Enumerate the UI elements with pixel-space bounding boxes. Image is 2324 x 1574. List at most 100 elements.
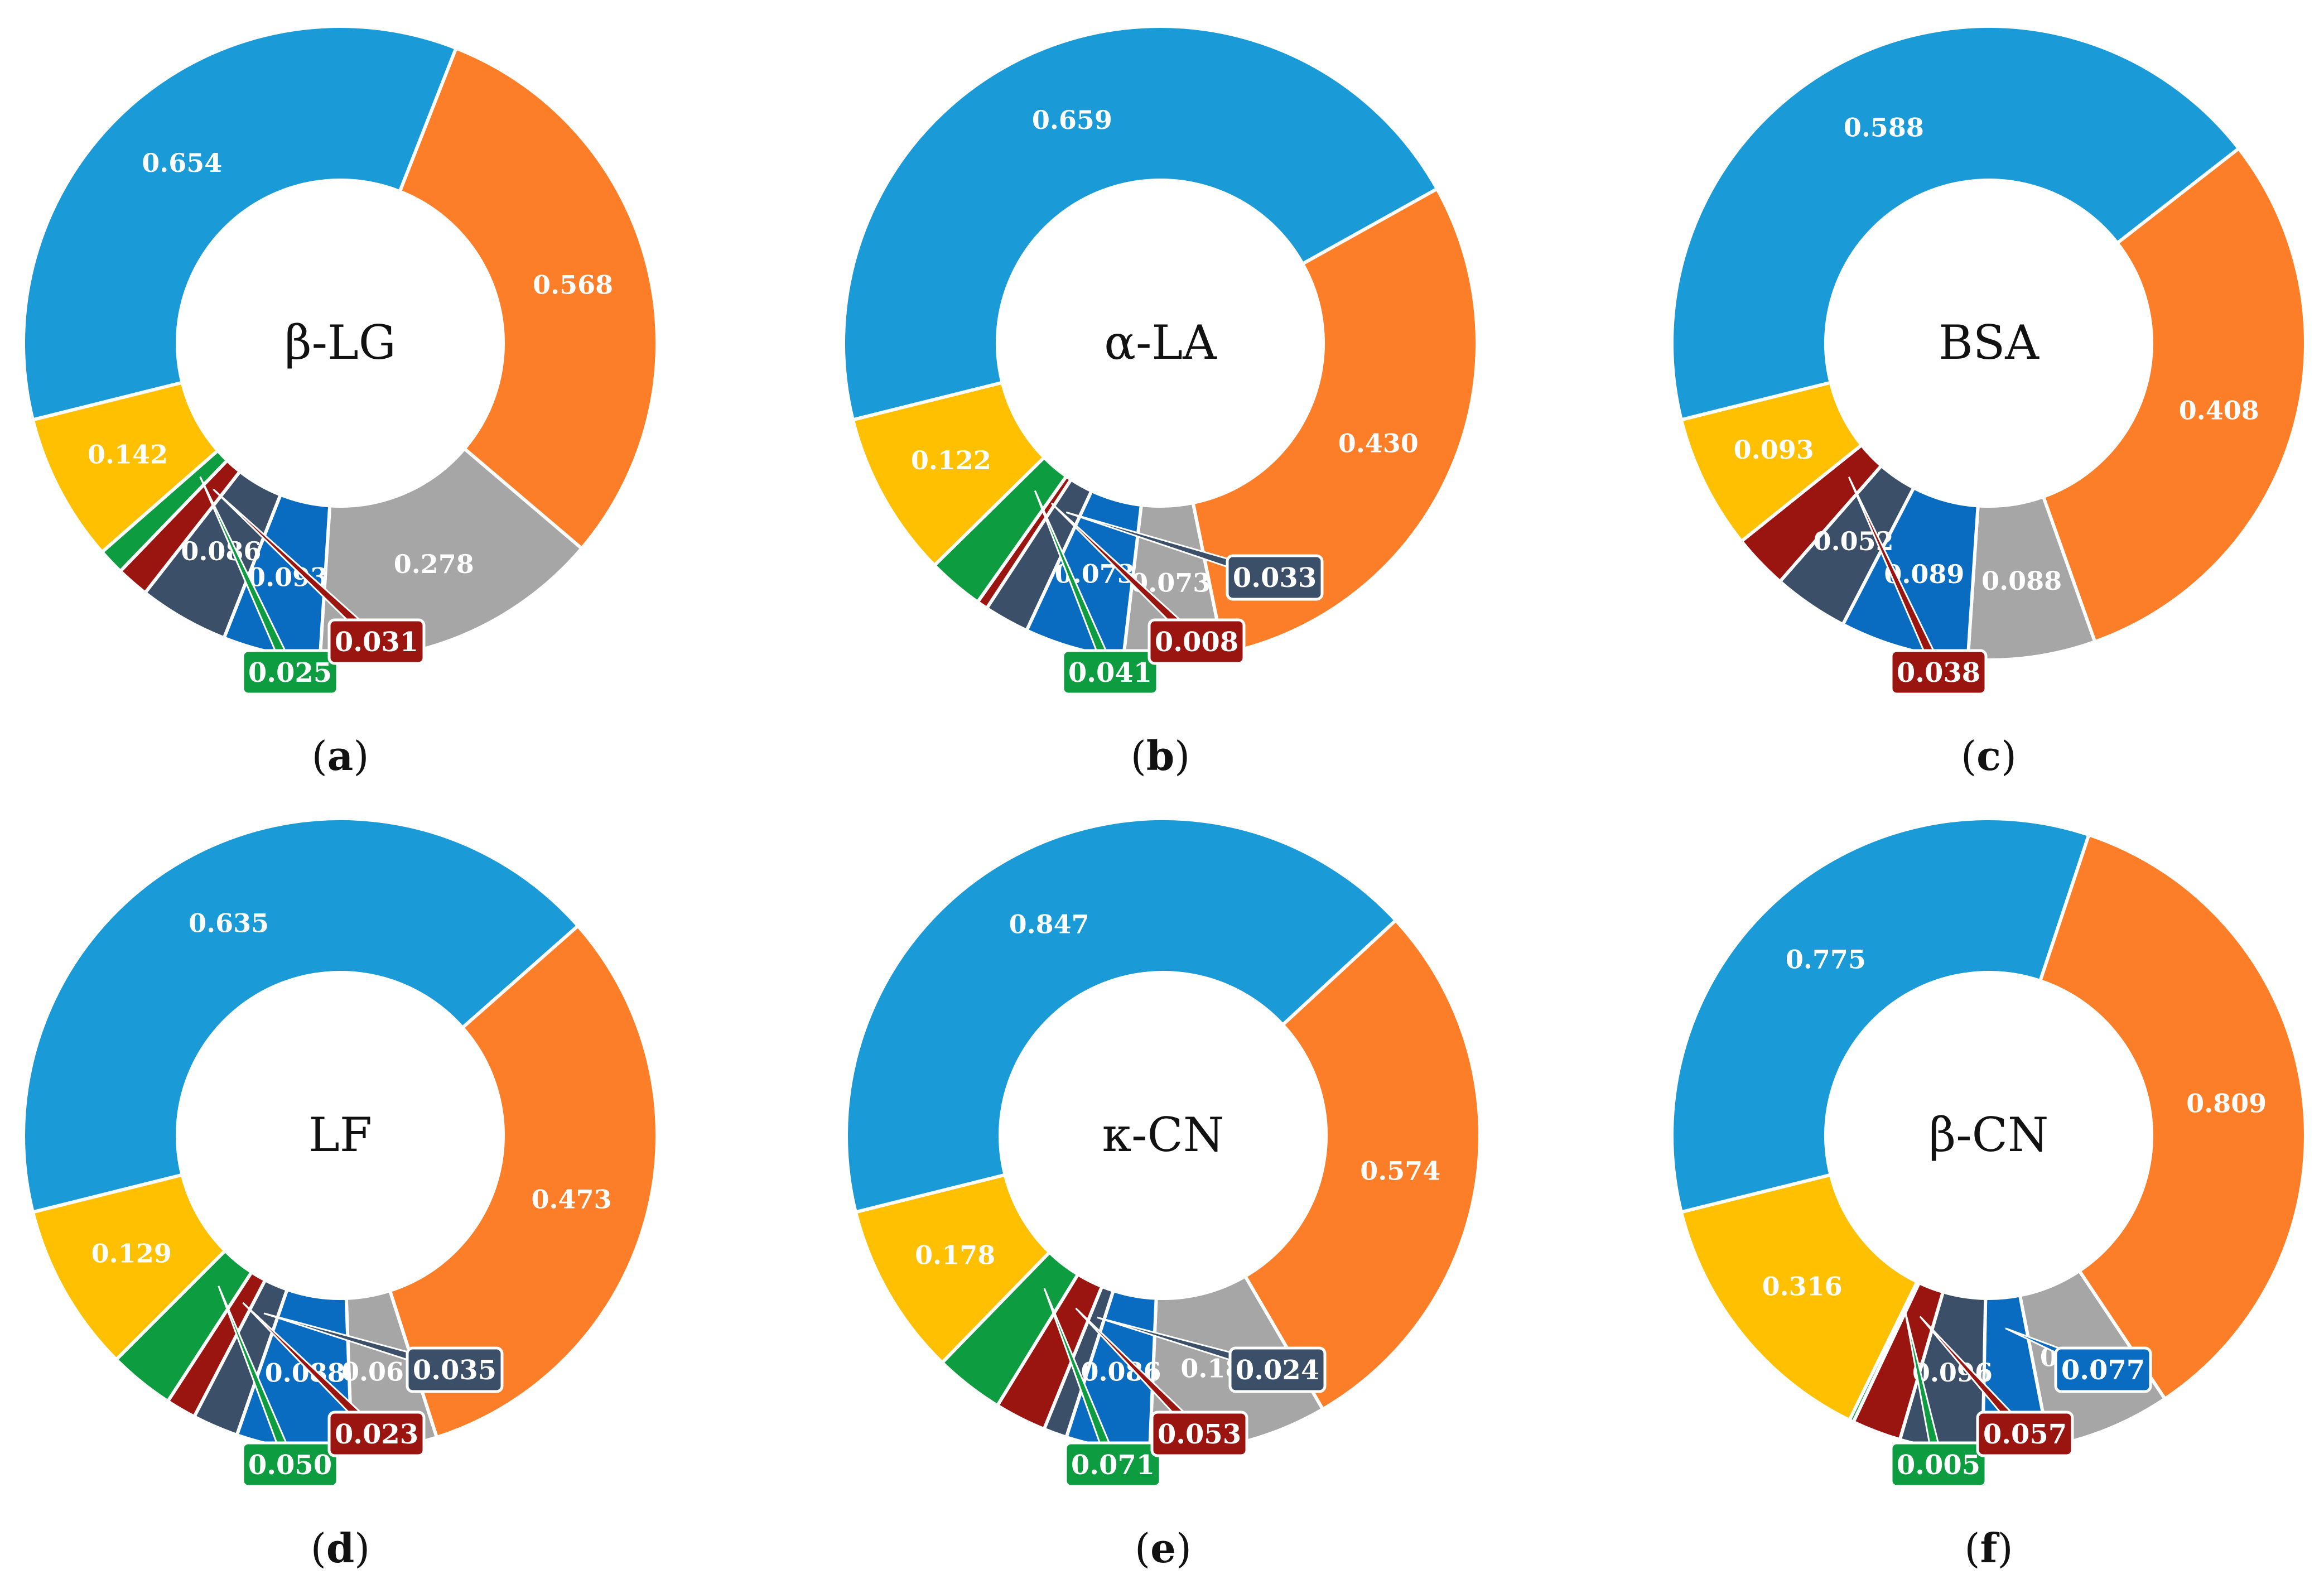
value-label-blue: 0.635 bbox=[189, 908, 269, 938]
callout-dark-red: 0.057 bbox=[1919, 1316, 2074, 1457]
segment-orange bbox=[397, 46, 659, 551]
segment-orange bbox=[1190, 186, 1479, 656]
callout-value: 0.038 bbox=[1897, 657, 1980, 689]
segment-yellow bbox=[1679, 1173, 1920, 1423]
callout-value: 0.024 bbox=[1236, 1355, 1319, 1386]
callout-green: 0.005 bbox=[1889, 1310, 1988, 1488]
donut-chart-b: 0.6590.4300.0730.0730.1220.0410.0080.033… bbox=[841, 25, 1479, 779]
callout-value: 0.071 bbox=[1071, 1450, 1155, 1481]
callout-box bbox=[1228, 1346, 1327, 1393]
segment-yellow bbox=[1679, 381, 1864, 544]
segment-yellow bbox=[854, 1173, 1052, 1365]
segment-blue bbox=[1670, 24, 2241, 422]
callout-value: 0.005 bbox=[1897, 1450, 1980, 1481]
callout-box bbox=[1889, 649, 1988, 696]
value-label-blue: 0.588 bbox=[1844, 112, 1924, 142]
value-label-orange: 0.430 bbox=[1338, 428, 1419, 458]
callout-box bbox=[1147, 618, 1246, 665]
donut-chart-f: 0.7750.8090.1440.0960.3160.0050.0570.077… bbox=[1670, 817, 2307, 1572]
center-label: α-LA bbox=[1104, 315, 1217, 370]
callout-box bbox=[1226, 554, 1324, 601]
segment-blue bbox=[21, 25, 459, 422]
value-label-blue: 0.659 bbox=[1032, 105, 1112, 135]
callout-value: 0.053 bbox=[1158, 1419, 1241, 1450]
value-label-yellow: 0.178 bbox=[915, 1240, 995, 1270]
center-label: β-LG bbox=[285, 315, 396, 370]
segment-blue bbox=[1670, 817, 2091, 1215]
segment-orange bbox=[2041, 146, 2307, 644]
callout-box bbox=[1064, 1441, 1162, 1488]
callout-box bbox=[327, 618, 426, 665]
panel-caption: (c) bbox=[1961, 732, 2017, 779]
center-label: LF bbox=[308, 1108, 372, 1162]
callout-value: 0.035 bbox=[413, 1355, 496, 1386]
segment-blue bbox=[21, 817, 581, 1215]
value-label-orange: 0.473 bbox=[531, 1185, 611, 1215]
callout-box bbox=[241, 649, 339, 696]
value-label-blue: 0.654 bbox=[142, 148, 222, 178]
value-label-yellow: 0.316 bbox=[1762, 1271, 1843, 1301]
callout-value: 0.041 bbox=[1068, 657, 1152, 689]
callout-green: 0.071 bbox=[1043, 1288, 1162, 1488]
segment-blue bbox=[841, 25, 1440, 422]
segment-orange bbox=[1242, 918, 1482, 1412]
callout-box bbox=[1889, 1441, 1988, 1488]
callout-box bbox=[2054, 1346, 2152, 1393]
callout-box bbox=[1976, 1411, 2074, 1457]
segment-blue bbox=[844, 817, 1399, 1215]
donut-chart-d: 0.6350.4730.0650.0880.1290.0500.0230.035… bbox=[21, 817, 659, 1572]
panel-caption: (d) bbox=[311, 1524, 370, 1572]
callout-value: 0.023 bbox=[335, 1419, 418, 1450]
callout-value: 0.008 bbox=[1155, 627, 1238, 658]
callout-slate: 0.035 bbox=[263, 1312, 504, 1393]
callout-value: 0.033 bbox=[1233, 562, 1317, 594]
donut-chart-e: 0.8470.5740.1830.0860.1780.0710.0530.024… bbox=[844, 817, 1482, 1572]
segment-yellow bbox=[851, 381, 1047, 568]
callout-slate: 0.033 bbox=[1065, 511, 1324, 601]
segment-yellow bbox=[31, 1173, 228, 1362]
callout-box bbox=[241, 1441, 339, 1488]
donut-chart-a: 0.6540.5680.2780.0930.0860.1420.0250.031… bbox=[21, 25, 659, 779]
callout-box bbox=[406, 1346, 504, 1393]
center-label: κ-CN bbox=[1102, 1108, 1224, 1162]
value-label-gray: 0.278 bbox=[394, 549, 474, 579]
value-label-yellow: 0.129 bbox=[91, 1239, 172, 1269]
value-label-slate: 0.086 bbox=[181, 536, 261, 566]
callout-green: 0.041 bbox=[1034, 490, 1159, 696]
callout-dark-red: 0.031 bbox=[213, 488, 426, 665]
center-label: β-CN bbox=[1929, 1108, 2049, 1162]
callout-slate: 0.024 bbox=[1097, 1316, 1327, 1393]
callout-value: 0.057 bbox=[1983, 1419, 2067, 1450]
value-label-yellow: 0.122 bbox=[911, 445, 991, 475]
panel-caption: (b) bbox=[1131, 732, 1190, 779]
callout-box bbox=[1061, 649, 1159, 696]
callout-dark-red: 0.053 bbox=[1075, 1307, 1248, 1457]
value-label-orange: 0.809 bbox=[2186, 1089, 2267, 1119]
callout-green: 0.050 bbox=[218, 1286, 339, 1488]
value-label-blue: 0.775 bbox=[1786, 944, 1866, 974]
value-label-orange: 0.568 bbox=[533, 269, 613, 300]
segment-yellow bbox=[31, 381, 220, 555]
callout-box bbox=[1150, 1411, 1248, 1457]
value-label-orange: 0.408 bbox=[2179, 395, 2259, 425]
donut-chart-c: 0.5880.4080.0880.0890.0520.0930.038BSA(c… bbox=[1670, 24, 2307, 779]
callout-value: 0.050 bbox=[248, 1450, 332, 1481]
callout-dark-red: 0.008 bbox=[1050, 502, 1246, 665]
value-label-yellow: 0.093 bbox=[1734, 435, 1814, 465]
callout-dark-red: 0.038 bbox=[1848, 476, 1988, 696]
callout-value: 0.077 bbox=[2061, 1355, 2145, 1386]
panel-caption: (e) bbox=[1135, 1524, 1192, 1572]
value-label-orange: 0.574 bbox=[1360, 1156, 1440, 1186]
callout-box bbox=[327, 1411, 426, 1457]
segment-orange bbox=[2038, 832, 2307, 1402]
callout-dark-red: 0.023 bbox=[242, 1302, 426, 1457]
callout-value: 0.031 bbox=[335, 627, 418, 658]
center-label: BSA bbox=[1939, 315, 2039, 370]
callout-value: 0.025 bbox=[248, 657, 332, 689]
segment-orange bbox=[388, 923, 659, 1440]
value-label-blue: 0.847 bbox=[1009, 909, 1089, 940]
callout-green: 0.025 bbox=[199, 476, 339, 696]
callout-dark-blue: 0.077 bbox=[2005, 1327, 2152, 1393]
value-label-yellow: 0.142 bbox=[88, 439, 168, 469]
panel-caption: (f) bbox=[1964, 1524, 2013, 1572]
